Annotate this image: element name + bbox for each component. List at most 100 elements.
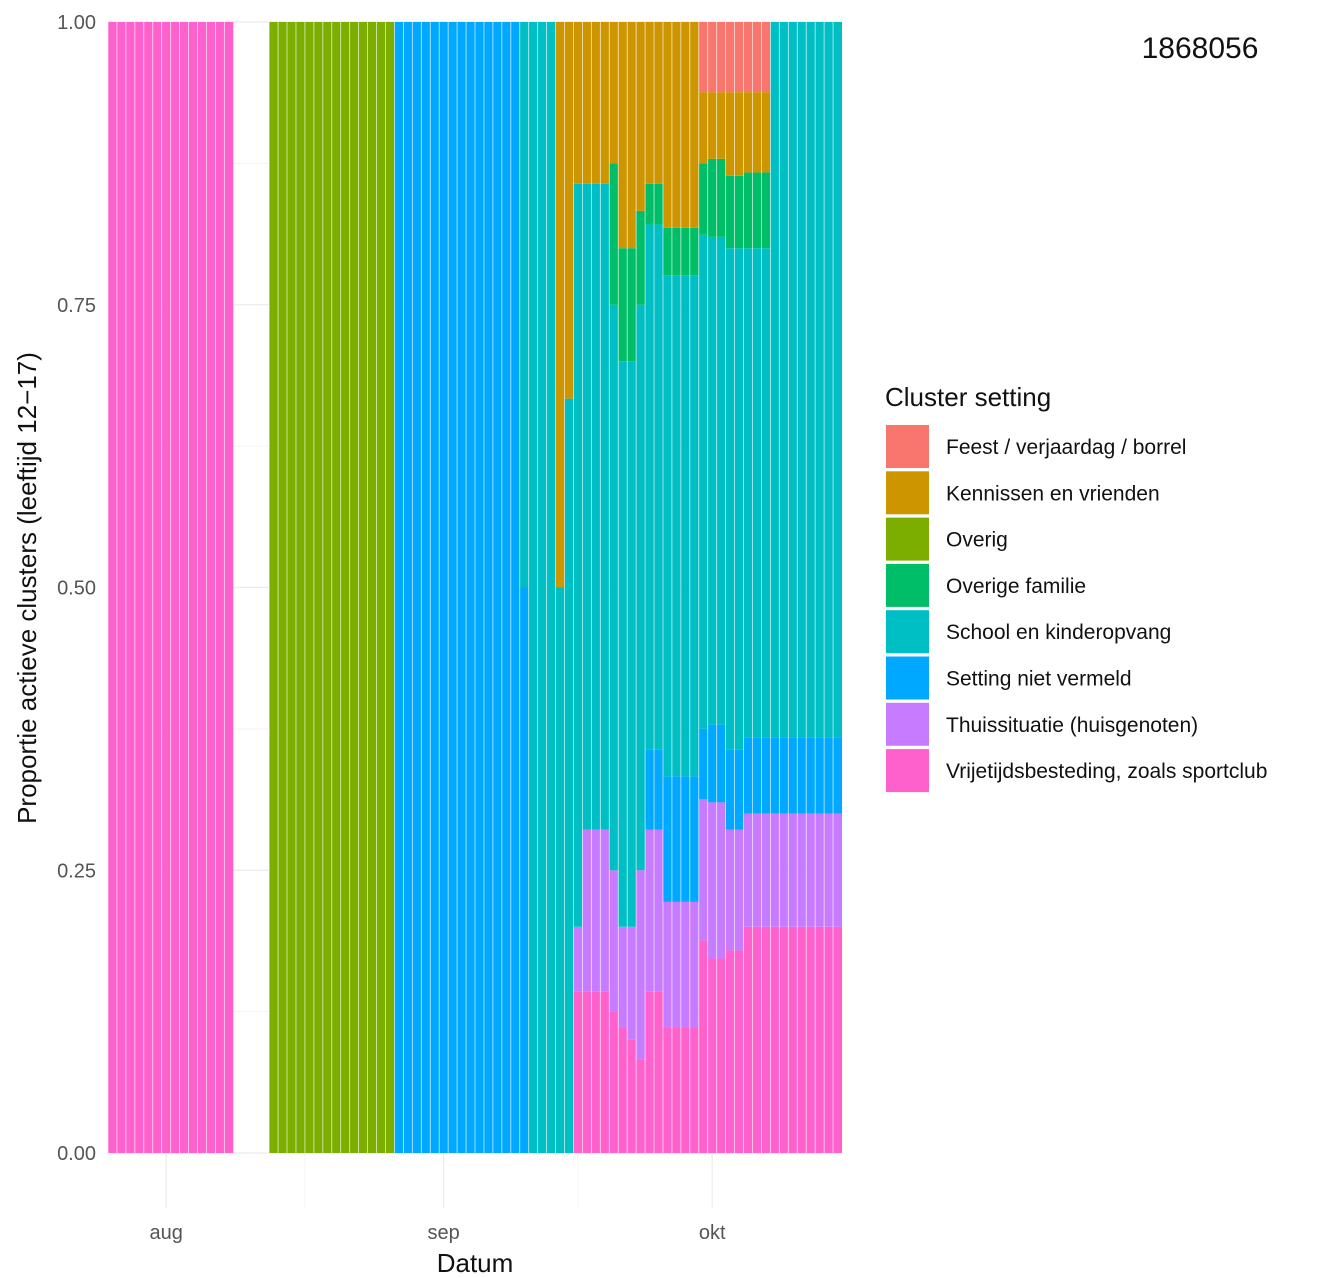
bar-segment (179, 22, 189, 1153)
bar-segment (707, 802, 717, 959)
bar-segment (689, 1027, 699, 1153)
bar-segment (797, 926, 807, 1153)
bar-segment (645, 183, 655, 225)
bar-segment (600, 829, 610, 992)
bar-segment (636, 210, 646, 305)
bar-segment (609, 304, 619, 871)
bar-segment (707, 22, 717, 93)
bar-segment (779, 926, 789, 1153)
bar-segment (618, 361, 628, 927)
bar-segment (618, 248, 628, 362)
legend-label: Thuissituatie (huisgenoten) (946, 714, 1198, 737)
bar-segment (645, 22, 655, 184)
bar-segment (358, 22, 368, 1153)
bar-segment (716, 158, 726, 237)
bar-segment (671, 1027, 681, 1153)
bar-segment (564, 22, 574, 399)
bar-segment (716, 92, 726, 159)
legend-title: Cluster setting (885, 382, 1051, 412)
bar-segment (654, 224, 663, 750)
bar-segment (788, 813, 798, 927)
bar-segment (662, 776, 672, 902)
bar-segment (833, 813, 842, 927)
legend-label: Overige familie (946, 575, 1086, 598)
bar-segment (654, 183, 663, 225)
bar-segment (716, 22, 726, 93)
bar-segment (340, 22, 350, 1153)
bar-segment (573, 22, 583, 184)
bar-segment (779, 813, 789, 927)
bar-segment (743, 737, 753, 814)
bar-segment (662, 901, 672, 1028)
bar-segment (645, 829, 655, 992)
bar-segment (322, 22, 332, 1153)
bar-segment (797, 737, 807, 814)
y-tick-label: 0.50 (57, 578, 96, 600)
bar-segment (430, 22, 440, 1153)
bar-segment (698, 92, 708, 164)
bar-segment (376, 22, 386, 1153)
bar-segment (806, 737, 816, 814)
bar-segment (573, 183, 583, 927)
chart-annotation-id: 1868056 (1142, 32, 1259, 65)
bar-segment (591, 991, 601, 1153)
bar-segment (734, 749, 744, 830)
bar-segment (725, 829, 735, 951)
bar-segment (609, 22, 619, 164)
bar-segment (707, 236, 717, 725)
bar-segment (600, 991, 610, 1153)
bar-segment (528, 22, 538, 1153)
y-axis-title: Proportie actieve clusters (leeftijd 12−… (12, 352, 42, 824)
bar-segment (645, 224, 655, 750)
bar-segment (546, 22, 556, 1153)
bar-segment (716, 802, 726, 959)
bar-segment (743, 22, 753, 93)
bar-segment (707, 92, 717, 159)
bar-segment (770, 926, 780, 1153)
y-tick-label: 0.25 (57, 860, 96, 882)
bar-segment (716, 958, 726, 1153)
bar-segment (698, 22, 708, 93)
bar-segment (770, 22, 780, 738)
bar-segment (698, 163, 708, 235)
bar-segment (707, 958, 717, 1153)
bar-segment (188, 22, 198, 1153)
bar-segment (555, 22, 565, 588)
y-axis-ticks: 0.00 0.25 0.50 0.75 1.00 (57, 12, 96, 1165)
bar-segment (743, 813, 753, 927)
bar-segment (752, 737, 762, 814)
bar-segment (698, 728, 708, 799)
y-tick-label: 0.00 (57, 1143, 96, 1165)
bar-segment (833, 22, 842, 738)
bar-segment (680, 901, 690, 1028)
bar-segment (394, 22, 404, 1153)
bar-segment (680, 776, 690, 902)
bar-segment (815, 926, 825, 1153)
bar-segment (108, 22, 117, 1153)
bar-segment (134, 22, 144, 1153)
bar-segment (761, 92, 771, 173)
bar-segment (600, 183, 610, 830)
bar-segment (627, 22, 637, 249)
legend-label: Kennissen en vrienden (946, 482, 1160, 505)
bar-segment (269, 22, 279, 1153)
bar-segment (752, 92, 762, 173)
legend: Feest / verjaardag / borrel Kennissen en … (886, 425, 1267, 793)
bar-segment (448, 22, 458, 1153)
legend-label: School en kinderopvang (946, 621, 1171, 644)
bar-segment (734, 829, 744, 951)
bar-segment (501, 22, 511, 1153)
bar-segment (582, 829, 592, 992)
bar-segment (743, 926, 753, 1153)
bar-segment (725, 749, 735, 830)
bar-segment (680, 1027, 690, 1153)
bar-segment (824, 926, 834, 1153)
bar-segment (367, 22, 377, 1153)
x-axis-title: Datum (437, 1248, 514, 1278)
bar-segment (564, 398, 574, 1153)
legend-swatch (886, 517, 929, 561)
bar-segment (734, 175, 744, 249)
bar-segment (743, 172, 753, 249)
bar-segment (815, 813, 825, 927)
bar-segment (331, 22, 341, 1153)
